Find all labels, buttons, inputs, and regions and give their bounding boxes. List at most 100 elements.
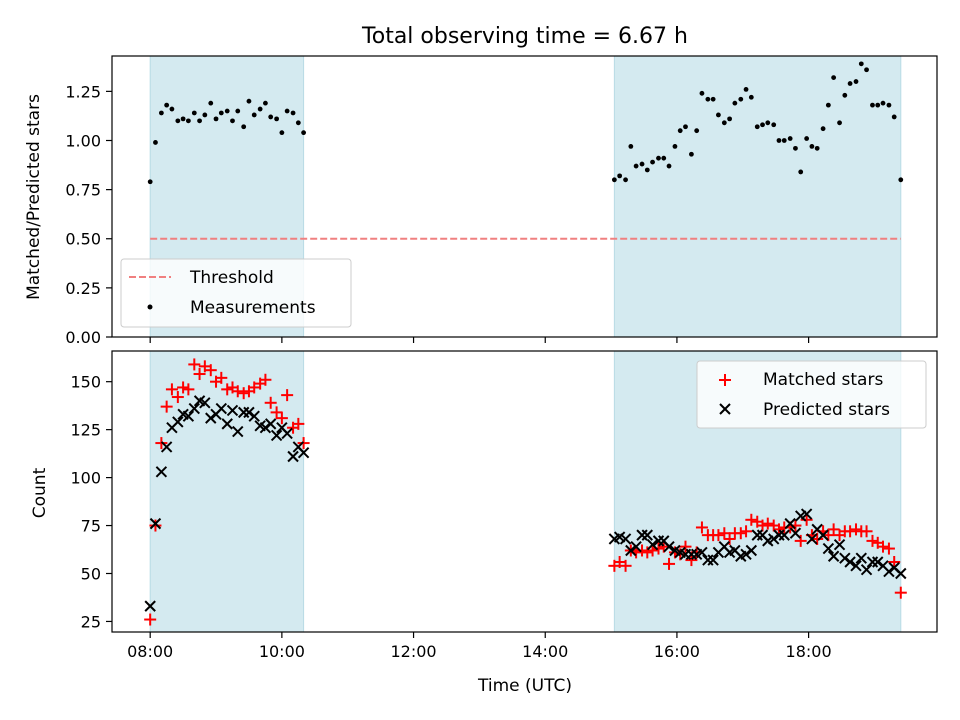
measurements-legend-label: Measurements: [190, 298, 316, 318]
predicted-star-point: [215, 402, 228, 415]
measurement-point: [213, 116, 219, 122]
measurement-point: [650, 159, 655, 165]
bottom-y-tick-label: 25: [81, 612, 101, 631]
matched-star-point: [177, 381, 190, 394]
measurement-point: [169, 106, 175, 112]
measurement-point: [208, 100, 214, 106]
matched-star-point: [155, 437, 168, 450]
bottom-y-tick-label: 125: [70, 421, 101, 440]
measurement-point: [721, 120, 727, 126]
top-y-tick-label: 0.50: [65, 230, 101, 249]
measurement-point: [842, 92, 848, 98]
measurement-point: [257, 106, 263, 112]
top-y-tick-label: 0.00: [65, 328, 101, 347]
predicted-star-point: [646, 539, 659, 551]
measurement-point: [639, 161, 645, 167]
predicted-star-point: [188, 402, 201, 415]
measurement-point: [814, 145, 820, 151]
predicted-star-point: [822, 542, 835, 555]
matched-star-point: [756, 519, 769, 532]
predicted-star-point: [883, 565, 895, 578]
matched-star-point: [794, 534, 807, 547]
matched-star-point: [160, 400, 173, 413]
matched-star-point: [652, 542, 665, 555]
measurement-point: [837, 120, 842, 126]
measurement-point: [825, 102, 831, 108]
matched-star-point: [281, 389, 294, 402]
predicted-star-point: [264, 418, 277, 430]
measurement-point: [864, 67, 869, 73]
predicted-legend-swatch: [719, 403, 731, 415]
bottom-x-tick-label: 10:00: [259, 642, 305, 661]
measurement-point: [760, 122, 765, 128]
measurement-point: [776, 138, 782, 143]
measurement-point: [628, 143, 634, 149]
predicted-star-point: [199, 397, 211, 409]
top-legend-box: [120, 258, 352, 328]
matched-star-point: [144, 613, 157, 626]
matched-star-point: [723, 532, 736, 545]
measurement-point: [274, 116, 280, 122]
measurement-point: [290, 110, 296, 116]
top-y-tick-label: 0.25: [65, 279, 101, 298]
top-axes-frame: [111, 55, 938, 338]
predicted-star-point: [850, 560, 862, 572]
measurement-point: [218, 110, 224, 116]
measurement-point: [683, 124, 688, 130]
bottom-legend: Matched stars Predicted stars: [696, 360, 927, 429]
predicted-star-point: [226, 404, 239, 417]
matched-star-point: [734, 527, 747, 540]
predicted-star-point: [221, 418, 233, 430]
measurement-point: [301, 130, 307, 136]
bottom-x-ticks: 08:00 10:00 12:00 14:00 16:00 18:00: [127, 632, 832, 661]
predicted-star-point: [248, 410, 260, 422]
bottom-axes-frame: [111, 350, 938, 633]
measurement-point: [246, 98, 252, 104]
bottom-panel: 08:00 10:00 12:00 14:00 16:00 18:00 25 50 75 100…: [30, 350, 938, 696]
predicted-star-point: [740, 548, 752, 561]
matched-star-point: [259, 373, 272, 386]
measurement-point: [727, 116, 732, 122]
matched-star-point: [685, 554, 698, 567]
bottom-x-tick-label: 16:00: [654, 642, 700, 661]
measurement-point: [699, 90, 705, 96]
measurement-point: [710, 96, 716, 102]
measurement-point: [633, 163, 639, 169]
matched-star-point: [850, 523, 863, 536]
matched-star-point: [641, 546, 654, 559]
measurement-point: [263, 100, 268, 106]
measurement-point: [224, 108, 230, 114]
measurement-point: [853, 79, 859, 84]
measurement-point: [898, 177, 904, 183]
measurement-point: [268, 114, 274, 120]
predicted-star-point: [806, 533, 818, 545]
matched-star-point: [679, 540, 692, 553]
measurement-point: [235, 108, 241, 114]
predicted-legend-label: Predicted stars: [763, 400, 890, 420]
matched-star-point: [740, 525, 753, 538]
matched-star-point: [182, 383, 195, 396]
predicted-star-point: [855, 552, 867, 564]
measurement-point: [793, 145, 798, 151]
matched-star-point: [827, 523, 840, 536]
measurement-point: [251, 112, 257, 118]
bottom-x-tick-label: 12:00: [391, 642, 437, 661]
predicted-star-point: [205, 412, 217, 424]
measurement-point: [677, 128, 683, 134]
predicted-star-point: [696, 546, 708, 559]
predicted-star-point: [149, 517, 162, 530]
predicted-star-point: [630, 540, 642, 553]
predicted-star-point: [243, 406, 255, 419]
matched-star-point: [888, 555, 901, 568]
x-axis-label: Time (UTC): [477, 676, 572, 696]
matched-star-point: [165, 383, 178, 396]
measurement-point: [705, 96, 711, 102]
matched-star-point: [877, 540, 890, 553]
predicted-star-point: [182, 410, 195, 422]
measurement-point: [672, 143, 678, 149]
predicted-star-point: [232, 425, 244, 438]
matched-star-point: [646, 544, 659, 557]
measurement-point: [623, 177, 628, 183]
matched-star-point: [204, 364, 217, 377]
